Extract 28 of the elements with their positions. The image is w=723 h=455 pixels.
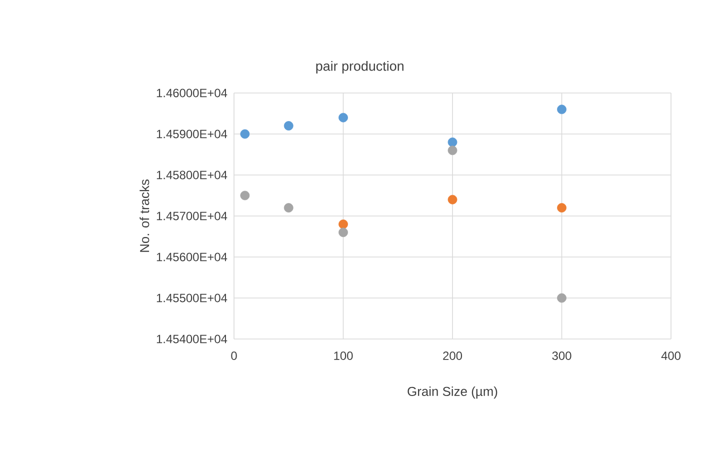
point [338,112,348,122]
y-tick-label: 1.45400E+04 [156,334,228,344]
point [338,220,348,229]
point [557,293,566,303]
point [240,190,250,200]
point [448,194,458,204]
point [284,121,294,130]
x-tick-label: 0 [231,352,237,360]
y-tick-label: 1.46000E+04 [156,88,228,98]
x-tick-label: 200 [443,352,462,360]
point [448,146,458,156]
y-tick-label: 1.45600E+04 [156,252,228,262]
x-tick-label: 300 [552,352,572,360]
y-tick-label: 1.45700E+04 [156,212,228,220]
y-tick-label: 1.45800E+04 [156,170,228,180]
x-tick-label: 400 [661,352,681,360]
y-tick-label: 1.45500E+04 [156,294,228,302]
point [240,129,250,139]
point [338,228,348,238]
x-tick-label: 100 [334,352,353,360]
point [557,203,566,212]
x-axis-title: Grain Size (µm) [408,386,498,399]
y-tick-label: 1.45900E+04 [156,130,228,138]
y-axis-title: No. of tracks [140,180,150,252]
point [448,138,458,147]
chart-title: pair production [316,60,404,74]
point [557,104,566,114]
point [284,203,294,212]
